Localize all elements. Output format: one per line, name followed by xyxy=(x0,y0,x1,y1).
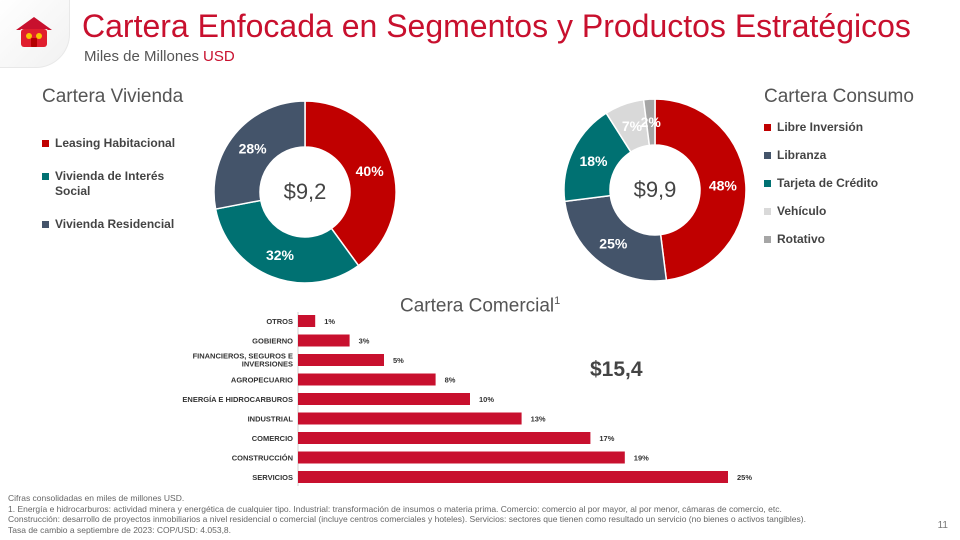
consumo-legend-swatch xyxy=(764,180,771,187)
vivienda-slice-label: 40% xyxy=(356,163,385,179)
bar-value-label: 8% xyxy=(445,376,456,385)
footnote-line: Cifras consolidadas en miles de millones… xyxy=(8,493,185,503)
bar-category-label: GOBIERNO xyxy=(252,337,293,346)
vivienda-slice-vivienda-de-interes-social xyxy=(214,199,360,284)
vivienda-title: Cartera Vivienda xyxy=(42,86,184,107)
consumo-legend-item: Tarjeta de Crédito xyxy=(764,176,944,191)
footnote-line: Tasa de cambio a septiembre de 2023: COP… xyxy=(8,524,232,535)
bar-energia-e-hidrocarburos xyxy=(298,393,470,405)
consumo-legend-item: Libre Inversión xyxy=(764,120,944,135)
bar-gobierno xyxy=(298,334,350,347)
page-subtitle: Miles de Millones USD xyxy=(84,48,235,65)
consumo-slice-label: 25% xyxy=(599,236,628,252)
vivienda-total: $9,2 xyxy=(283,179,327,204)
footnote-line: 1. Energía e hidrocarburos: actividad mi… xyxy=(8,503,782,514)
bar-value-label: 5% xyxy=(393,356,404,365)
bar-value-label: 17% xyxy=(599,434,614,443)
bar-comercio xyxy=(298,432,591,444)
consumo-legend-swatch xyxy=(764,236,771,243)
footnotes: Cifras consolidadas en miles de millones… xyxy=(8,493,908,535)
consumo-slice-label: 48% xyxy=(709,178,738,194)
consumo-legend-label: Rotativo xyxy=(777,232,825,246)
consumo-legend-label: Libranza xyxy=(777,148,827,162)
vivienda-legend-item: Vivienda Residencial xyxy=(42,217,192,232)
vivienda-slice-label: 32% xyxy=(266,247,295,263)
vivienda-legend-swatch xyxy=(42,173,49,180)
bar-value-label: 25% xyxy=(737,473,752,482)
comercial-title-text: Cartera Comercial xyxy=(400,295,555,317)
bar-agropecuario xyxy=(298,373,436,386)
logo-area xyxy=(0,0,70,68)
bar-category-label: SERVICIOS xyxy=(252,473,293,482)
consumo-legend-swatch xyxy=(764,124,771,131)
vivienda-legend-swatch xyxy=(42,221,49,228)
bar-category-label: CONSTRUCCIÓN xyxy=(232,454,293,463)
bar-category-label: AGROPECUARIO xyxy=(231,376,293,385)
consumo-legend-item: Libranza xyxy=(764,148,944,163)
consumo-legend: Libre Inversión Libranza Tarjeta de Crédit… xyxy=(764,120,944,260)
vivienda-slice-label: 28% xyxy=(239,141,268,157)
bar-value-label: 1% xyxy=(324,317,335,326)
consumo-total: $9,9 xyxy=(633,177,677,202)
bar-value-label: 19% xyxy=(634,454,649,463)
bar-value-label: 10% xyxy=(479,395,494,404)
vivienda-legend-label: Vivienda de Interés Social xyxy=(55,169,165,198)
bar-category-label: ENERGÍA E HIDROCARBUROS xyxy=(182,395,293,404)
bar-otros xyxy=(298,315,316,327)
consumo-legend-swatch xyxy=(764,152,771,159)
vivienda-legend-swatch xyxy=(42,140,49,147)
consumo-legend-label: Vehículo xyxy=(777,204,827,218)
house-logo-icon xyxy=(16,17,52,47)
page-title: Cartera Enfocada en Segmentos y Producto… xyxy=(82,8,911,44)
page-number: 11 xyxy=(937,520,948,531)
comercial-title: Cartera Comercial1 xyxy=(400,295,560,317)
vivienda-legend-label: Vivienda Residencial xyxy=(55,217,175,231)
vivienda-legend-item: Leasing Habitacional xyxy=(42,136,192,151)
footnote-line: Construcción: desarrollo de proyectos in… xyxy=(8,514,806,524)
vivienda-legend-label: Leasing Habitacional xyxy=(55,136,176,150)
consumo-donut-chart: 48% 25% 18% 7%2% xyxy=(563,98,747,282)
comercial-title-superscript: 1 xyxy=(554,295,561,307)
consumo-title: Cartera Consumo xyxy=(764,86,914,107)
bar-category-label: OTROS xyxy=(266,317,293,326)
consumo-slice-libranza xyxy=(563,194,668,282)
consumo-slice-label: 7% xyxy=(622,118,643,134)
consumo-slice-label: 18% xyxy=(579,153,608,169)
bar-financieros-seguros-e-inversiones xyxy=(298,354,384,366)
subtitle-unit: USD xyxy=(203,48,235,65)
vivienda-donut-chart: 40% 32% 28% xyxy=(213,100,397,284)
subtitle-prefix: Miles de Millones xyxy=(84,48,200,65)
comercial-total: $15,4 xyxy=(590,358,643,381)
consumo-slice-label: 2% xyxy=(641,114,662,130)
consumo-legend-item: Vehículo xyxy=(764,204,944,219)
vivienda-slice-leasing-habitacional xyxy=(304,100,397,267)
bar-category-label: INDUSTRIAL xyxy=(248,415,294,424)
bar-servicios xyxy=(298,471,728,483)
bar-category-label: COMERCIO xyxy=(252,434,293,443)
bar-value-label: 13% xyxy=(531,415,546,424)
consumo-legend-item: Rotativo xyxy=(764,232,944,247)
bar-category-label: FINANCIEROS, SEGUROS E INVERSIONES xyxy=(193,352,293,369)
bar-value-label: 3% xyxy=(359,337,370,346)
bar-industrial xyxy=(298,412,522,425)
vivienda-legend: Leasing Habitacional Vivienda de Interés … xyxy=(42,136,192,250)
consumo-legend-swatch xyxy=(764,208,771,215)
bar-construccion xyxy=(298,451,625,464)
consumo-slice-libre-inversion xyxy=(654,98,747,282)
vivienda-legend-item: Vivienda de Interés Social xyxy=(42,169,192,199)
consumo-legend-label: Libre Inversión xyxy=(777,120,864,134)
consumo-legend-label: Tarjeta de Crédito xyxy=(777,176,879,190)
vivienda-slice-vivienda-residencial xyxy=(213,100,306,210)
consumo-slice-rotativo xyxy=(642,98,656,147)
